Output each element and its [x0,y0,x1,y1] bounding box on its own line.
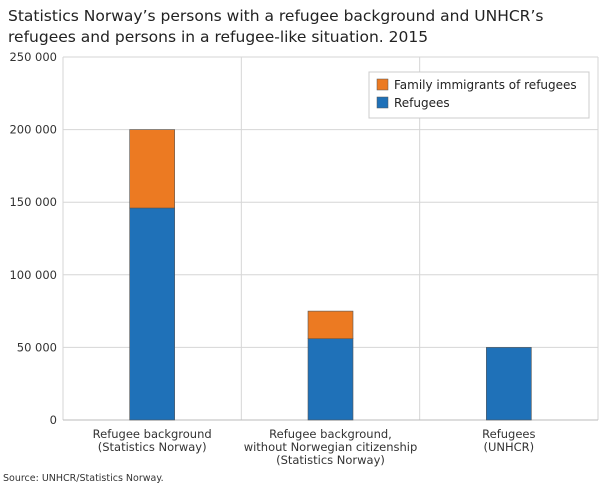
y-tick-label: 250 000 [9,50,57,64]
y-tick-label: 200 000 [9,123,57,137]
x-tick-label: Refugees [482,427,535,441]
bar-family-immigrants-of-refugees [129,129,175,209]
y-tick-label: 0 [50,413,57,427]
y-tick-label: 100 000 [9,268,57,282]
bar-refugees [129,207,175,421]
y-tick-label: 50 000 [17,340,57,354]
x-tick-label: (UNHCR) [483,440,534,454]
legend-swatch [376,78,389,91]
source-note: Source: UNHCR/Statistics Norway. [3,473,164,484]
bar-family-immigrants-of-refugees [307,310,354,339]
legend-box [368,71,590,119]
x-tick-label: without Norwegian citizenship [244,440,418,454]
legend-label: Family immigrants of refugees [394,78,577,92]
legend: Family immigrants of refugees Refugees [368,71,590,119]
x-tick-label: Refugee background, [269,427,392,441]
legend-label: Refugees [394,96,450,110]
legend-swatch [376,96,389,109]
chart-title: Statistics Norway’s persons with a refug… [8,7,544,46]
x-tick-label: (Statistics Norway) [276,453,385,467]
y-tick-label: 150 000 [9,195,57,209]
x-tick-label: Refugee background [93,427,212,441]
x-tick-label: (Statistics Norway) [98,440,207,454]
bar-refugees [307,338,354,421]
bar-refugees [486,347,532,421]
